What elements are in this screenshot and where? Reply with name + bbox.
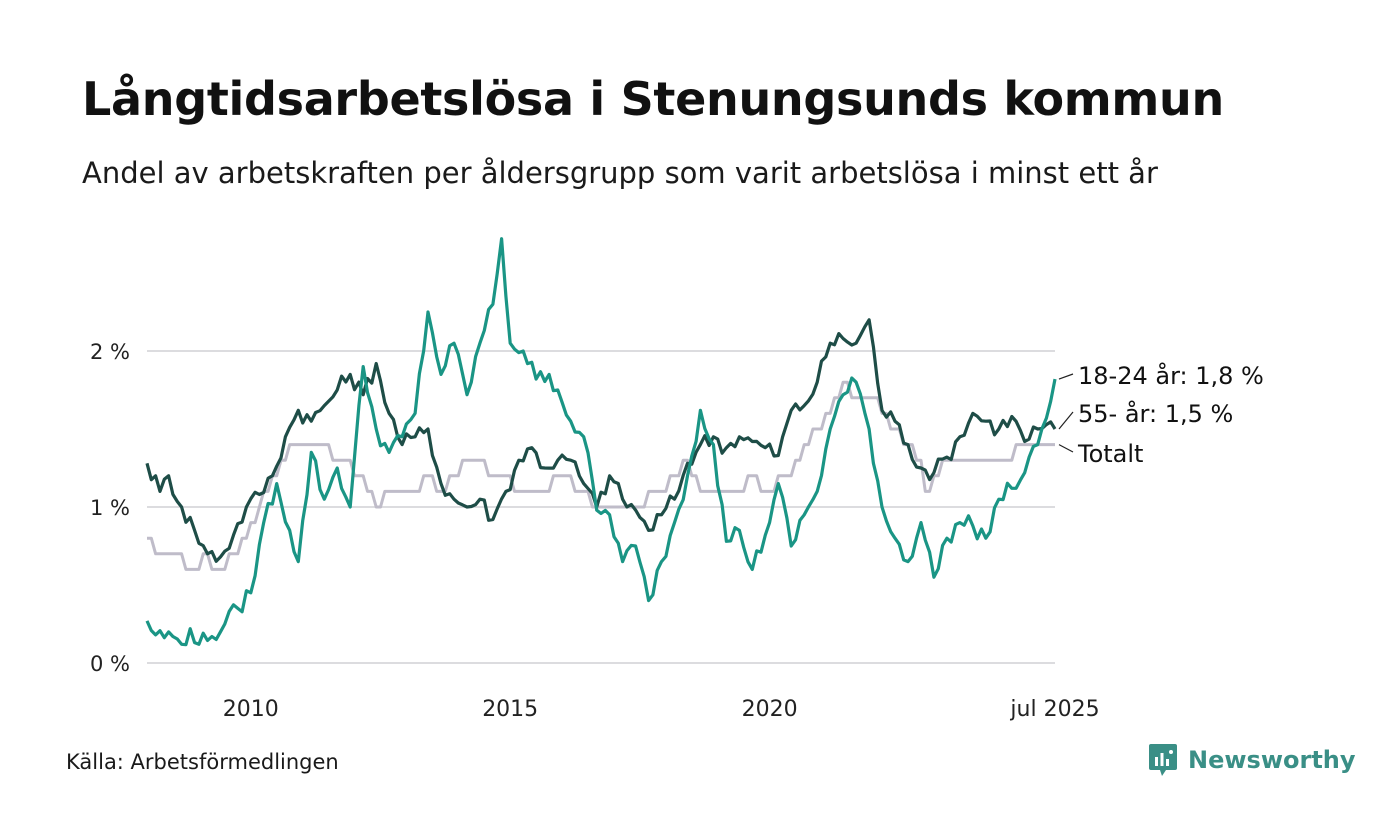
end-label: 55- år: 1,5 %	[1078, 399, 1233, 428]
x-tick-label: 2020	[742, 697, 798, 722]
end-label: Totalt	[1077, 440, 1143, 468]
end-label-leader	[1058, 373, 1074, 380]
newsworthy-brand[interactable]: Newsworthy	[1148, 742, 1356, 778]
chart-title: Långtidsarbetslösa i Stenungsunds kommun	[82, 72, 1224, 126]
series-line-0	[147, 380, 1055, 571]
axis-and-end-labels: 0 % 1 % 2 % 2010 2015 2020 jul 2025 Totalt 55- å…	[90, 340, 1264, 722]
y-tick-label: 2 %	[90, 340, 130, 364]
y-tick-label: 0 %	[90, 652, 130, 676]
series-lines	[145, 237, 1057, 647]
end-label-leader	[1058, 411, 1074, 430]
y-tick-label: 1 %	[90, 496, 130, 520]
series-line-1	[145, 318, 1057, 563]
end-label: 18-24 år: 1,8 %	[1078, 361, 1264, 390]
source-note: Källa: Arbetsförmedlingen	[66, 750, 339, 774]
x-tick-label: jul 2025	[1009, 697, 1099, 722]
series-line-2	[145, 237, 1057, 647]
brand-name: Newsworthy	[1188, 746, 1356, 774]
x-tick-label: 2015	[482, 697, 538, 722]
x-tick-label: 2010	[223, 697, 279, 722]
newsworthy-logo-icon	[1149, 744, 1177, 776]
end-label-leader	[1058, 444, 1074, 453]
chart-subtitle: Andel av arbetskraften per åldersgrupp s…	[82, 156, 1158, 190]
